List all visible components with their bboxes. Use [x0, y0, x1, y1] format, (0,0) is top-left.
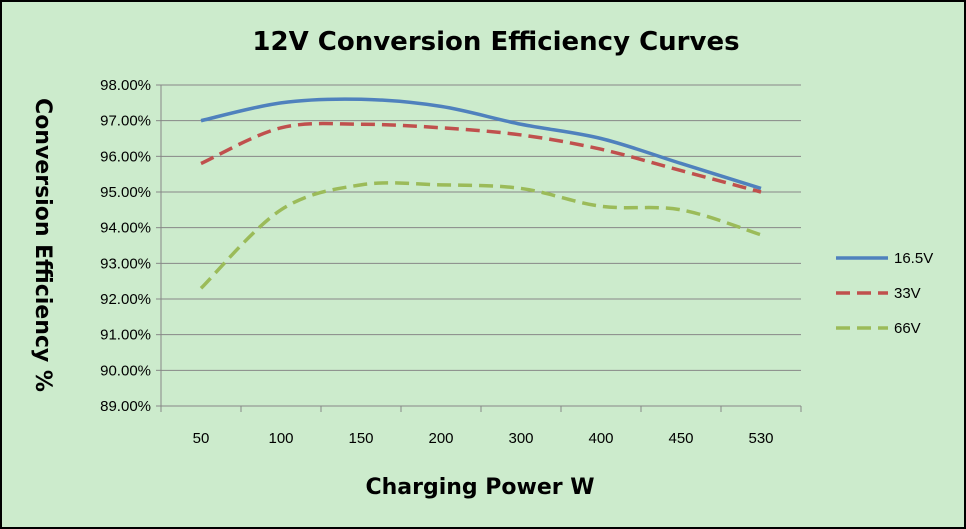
- y-tick-label: 95.00%: [100, 184, 151, 201]
- y-tick-label: 94.00%: [100, 220, 151, 237]
- series-line-33V: [200, 121, 762, 194]
- legend-label: 33V: [894, 285, 921, 302]
- y-tick-label: 97.00%: [100, 113, 151, 130]
- y-axis-ticks: 98.00% 97.00% 96.00% 95.00% 94.00% 93.00% 92.0…: [100, 77, 151, 415]
- y-tick-label: 96.00%: [100, 148, 151, 165]
- x-tick-label: 100: [268, 430, 293, 447]
- x-tick-label: 300: [508, 430, 533, 447]
- x-tick-label: 530: [748, 430, 773, 447]
- y-tick-label: 92.00%: [100, 291, 151, 308]
- series-lines: [199, 97, 762, 290]
- y-tick-label: 89.00%: [100, 398, 151, 415]
- x-tick-label: 200: [428, 430, 453, 447]
- series-line-66V: [199, 181, 762, 290]
- gridlines: [161, 84, 801, 371]
- y-tick-label: 90.00%: [100, 362, 151, 379]
- legend: 16.5V 33V 66V: [836, 250, 933, 337]
- x-tick-label: 50: [193, 430, 210, 447]
- x-axis-title: Charging Power W: [365, 475, 594, 500]
- y-tick-label: 98.00%: [100, 77, 151, 94]
- y-axis-title: Conversion Efficiency %: [30, 98, 55, 392]
- y-tick-label: 91.00%: [100, 327, 151, 344]
- axes: [156, 84, 802, 412]
- series-line-16.5V: [200, 97, 762, 191]
- y-tick-label: 93.00%: [100, 255, 151, 272]
- x-tick-label: 450: [668, 430, 693, 447]
- x-tick-label: 400: [588, 430, 613, 447]
- x-tick-label: 150: [348, 430, 373, 447]
- x-axis-ticks: 50 100 150 200 300 400 450 530: [193, 430, 774, 447]
- legend-label: 16.5V: [894, 250, 933, 267]
- chart-title: 12V Conversion Efficiency Curves: [252, 27, 739, 57]
- legend-label: 66V: [894, 320, 921, 337]
